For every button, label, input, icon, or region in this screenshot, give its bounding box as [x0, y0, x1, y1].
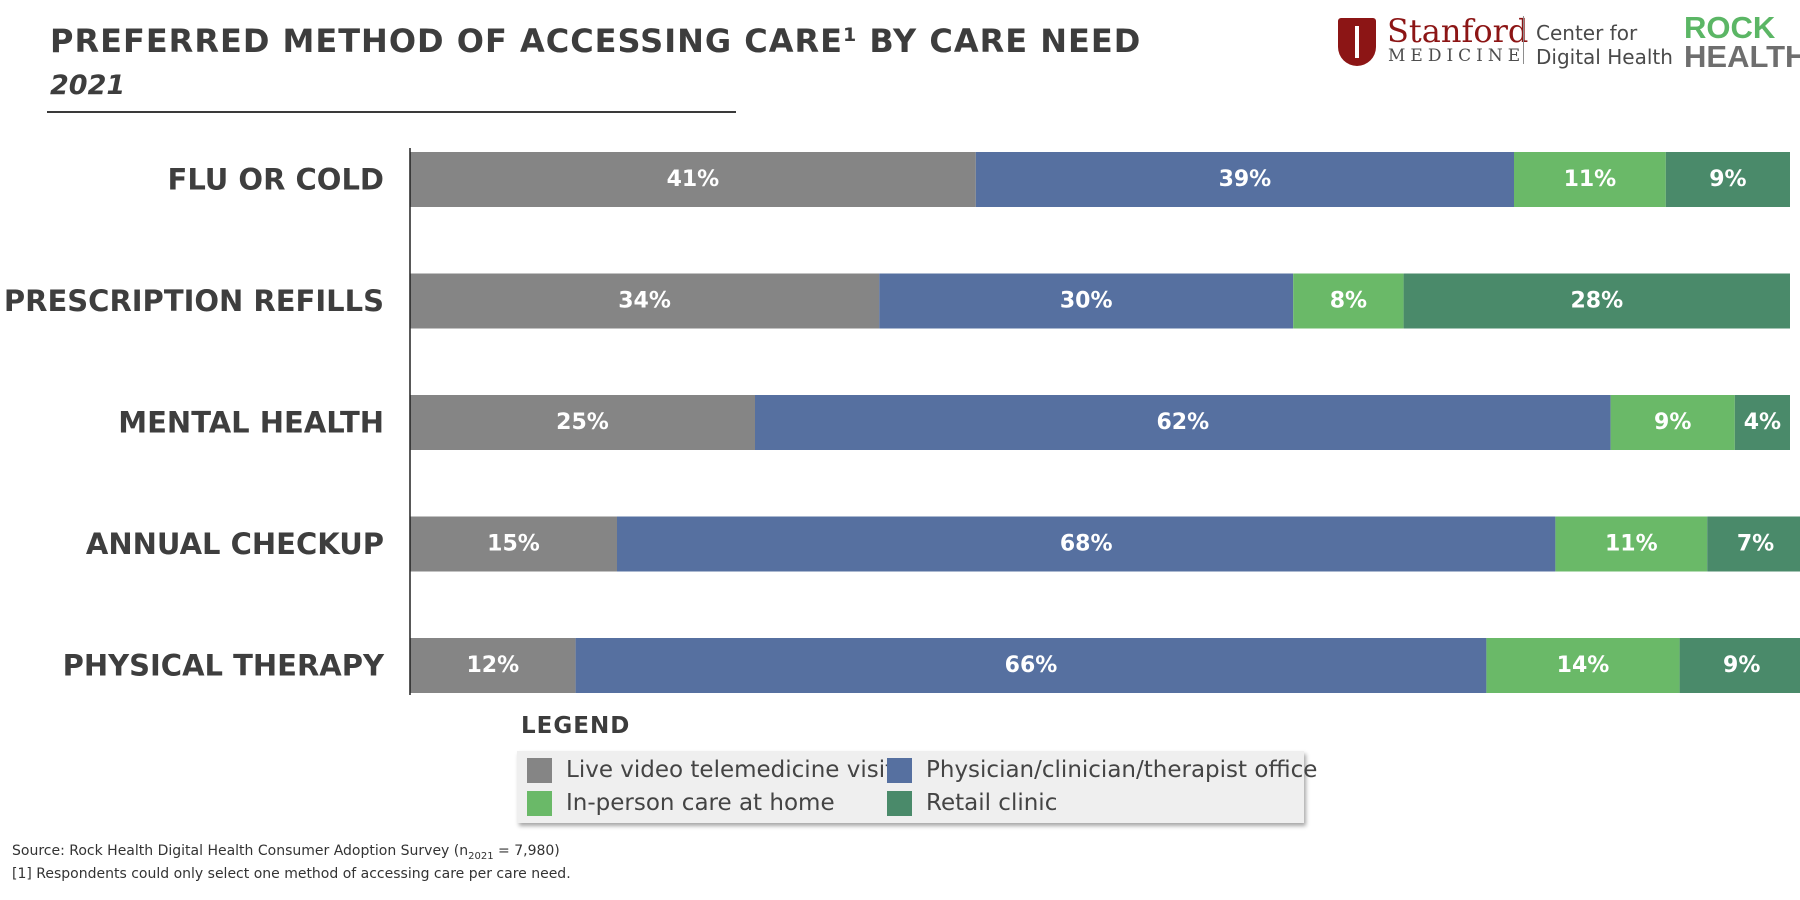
bar-segment-physical-therapy-retail-clinic — [1679, 638, 1800, 693]
legend-label-home: In-person care at home — [566, 790, 835, 816]
category-label-prescription-refills: PRESCRIPTION REFILLS — [4, 284, 384, 318]
data-label-physical-therapy-live-video-telemedicine-visit: 12% — [466, 653, 519, 678]
bar-segment-flu-or-cold-live-video-telemedicine-visit — [410, 152, 976, 207]
rock-health-logo: ROCK HEALTH — [1684, 10, 1800, 72]
legend-swatch-home — [527, 790, 552, 816]
source-note: Source: Rock Health Digital Health Consu… — [12, 843, 560, 862]
data-label-prescription-refills-physician-clinician-therapist-office: 30% — [1060, 289, 1113, 314]
stanford-medicine-logo: Stanford MEDICINE — [1338, 12, 1528, 68]
rock-logo-text: ROCK — [1684, 10, 1776, 45]
data-label-mental-health-physician-clinician-therapist-office: 62% — [1156, 410, 1209, 435]
data-label-physical-therapy-physician-clinician-therapist-office: 66% — [1005, 653, 1058, 678]
data-label-physical-therapy-retail-clinic: 9% — [1723, 653, 1760, 678]
data-label-physical-therapy-in-person-care-at-home: 14% — [1557, 653, 1610, 678]
data-label-flu-or-cold-retail-clinic: 9% — [1709, 167, 1746, 192]
bar-segment-mental-health-retail-clinic — [1734, 395, 1790, 450]
chart-subtitle: 2021 — [50, 70, 126, 101]
bar-segment-flu-or-cold-retail-clinic — [1665, 152, 1790, 207]
data-label-mental-health-retail-clinic: 4% — [1744, 410, 1781, 435]
bar-segment-prescription-refills-live-video-telemedicine-visit — [410, 273, 880, 329]
logo-divider — [1523, 16, 1524, 64]
bar-segment-prescription-refills-retail-clinic — [1403, 273, 1790, 329]
bar-segment-mental-health-in-person-care-at-home — [1610, 395, 1735, 450]
source-sample-size: = 7,980) — [493, 843, 560, 859]
data-label-prescription-refills-in-person-care-at-home: 8% — [1330, 289, 1367, 314]
legend-item-retail: Retail clinic — [887, 788, 1057, 818]
bar-segment-annual-checkup-retail-clinic — [1707, 516, 1800, 572]
data-label-mental-health-in-person-care-at-home: 9% — [1654, 410, 1691, 435]
chart-title: PREFERRED METHOD OF ACCESSING CARE1 BY C… — [50, 22, 1141, 60]
chart-title-tail: BY CARE NEED — [857, 22, 1142, 60]
health-logo-text: HEALTH — [1684, 39, 1800, 74]
data-label-flu-or-cold-in-person-care-at-home: 11% — [1564, 167, 1617, 192]
data-label-prescription-refills-retail-clinic: 28% — [1570, 289, 1623, 314]
stanford-seal-icon — [1338, 18, 1376, 66]
legend-swatch-telemedicine — [527, 757, 552, 783]
category-label-flu-or-cold: FLU OR COLD — [168, 163, 384, 197]
category-label-annual-checkup: ANNUAL CHECKUP — [86, 527, 384, 561]
data-label-annual-checkup-retail-clinic: 7% — [1737, 532, 1774, 557]
legend-label-telemedicine: Live video telemedicine visit — [566, 757, 895, 783]
title-footnote-marker: 1 — [843, 24, 858, 46]
data-label-mental-health-live-video-telemedicine-visit: 25% — [556, 410, 609, 435]
title-underline — [47, 111, 736, 113]
data-label-annual-checkup-physician-clinician-therapist-office: 68% — [1060, 532, 1113, 557]
bar-segment-physical-therapy-physician-clinician-therapist-office — [575, 638, 1487, 693]
bar-segment-prescription-refills-in-person-care-at-home — [1293, 273, 1404, 329]
source-text: Source: Rock Health Digital Health Consu… — [12, 843, 469, 859]
chart-title-main: PREFERRED METHOD OF ACCESSING CARE — [50, 22, 844, 60]
category-label-physical-therapy: PHYSICAL THERAPY — [63, 649, 385, 683]
stanford-logo-text: Stanford — [1387, 12, 1529, 50]
category-label-mental-health: MENTAL HEALTH — [118, 406, 384, 440]
legend-label-office: Physician/clinician/therapist office — [926, 757, 1318, 783]
medicine-logo-text: MEDICINE — [1388, 46, 1526, 66]
bar-segment-annual-checkup-physician-clinician-therapist-office — [617, 516, 1556, 572]
data-label-annual-checkup-in-person-care-at-home: 11% — [1605, 532, 1658, 557]
bar-segment-mental-health-physician-clinician-therapist-office — [755, 395, 1611, 450]
bar-segment-prescription-refills-physician-clinician-therapist-office — [879, 273, 1294, 329]
data-label-flu-or-cold-physician-clinician-therapist-office: 39% — [1219, 167, 1272, 192]
bar-segment-annual-checkup-live-video-telemedicine-visit — [410, 516, 617, 572]
bar-segment-annual-checkup-in-person-care-at-home — [1555, 516, 1708, 572]
legend-swatch-office — [887, 757, 912, 783]
center-logo-line-2: Digital Health — [1536, 45, 1673, 69]
legend-item-office: Physician/clinician/therapist office — [887, 755, 1317, 785]
bar-segment-mental-health-live-video-telemedicine-visit — [410, 395, 755, 450]
data-label-prescription-refills-live-video-telemedicine-visit: 34% — [618, 289, 671, 314]
legend-item-telemedicine: Live video telemedicine visit — [527, 755, 894, 785]
center-logo-line-1: Center for — [1536, 21, 1638, 45]
bar-segment-physical-therapy-in-person-care-at-home — [1486, 638, 1680, 693]
data-label-annual-checkup-live-video-telemedicine-visit: 15% — [487, 532, 540, 557]
footnote: [1] Respondents could only select one me… — [12, 866, 571, 882]
data-label-flu-or-cold-live-video-telemedicine-visit: 41% — [667, 167, 720, 192]
bar-segment-flu-or-cold-in-person-care-at-home — [1514, 152, 1666, 207]
legend-label-retail: Retail clinic — [926, 790, 1058, 816]
legend: Live video telemedicine visit Physician/… — [517, 751, 1317, 823]
bar-segment-physical-therapy-live-video-telemedicine-visit — [410, 638, 576, 693]
legend-item-home: In-person care at home — [527, 788, 835, 818]
bar-segment-flu-or-cold-physician-clinician-therapist-office — [975, 152, 1514, 207]
center-for-digital-health-logo: Center for Digital Health — [1536, 21, 1673, 69]
legend-title: LEGEND — [521, 713, 631, 739]
source-subscript: 2021 — [468, 850, 494, 862]
legend-swatch-retail — [887, 790, 912, 816]
